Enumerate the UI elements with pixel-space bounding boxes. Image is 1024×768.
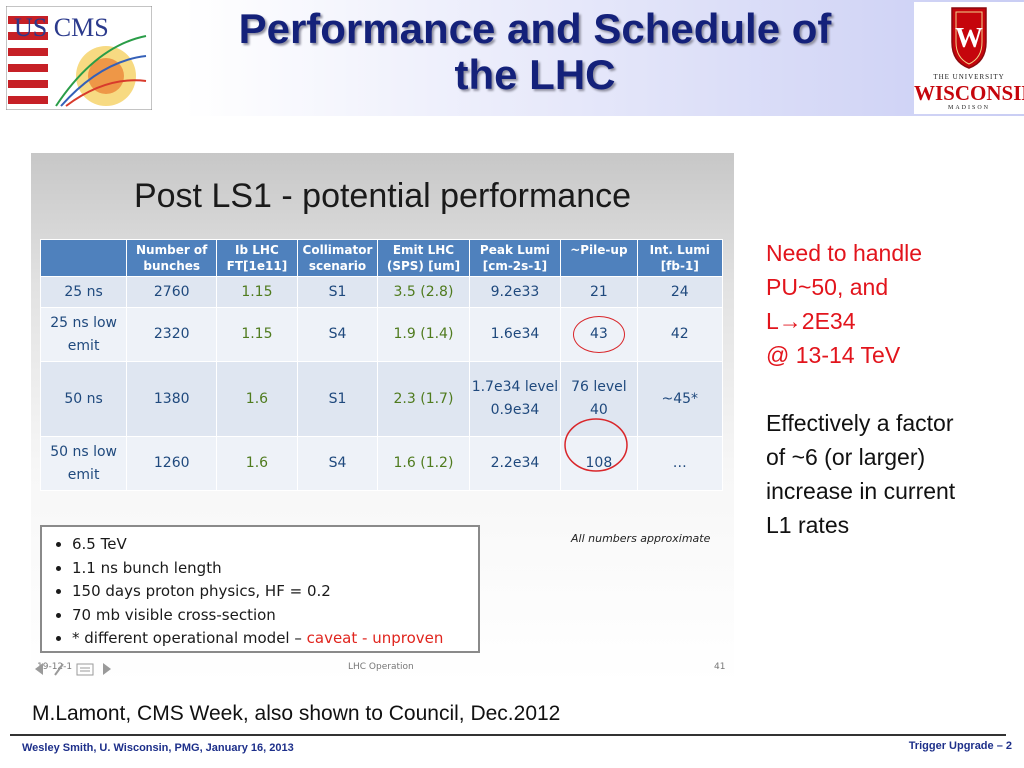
bullet-item: 1.1 ns bunch length bbox=[72, 557, 478, 581]
table-cell: 1.15 bbox=[216, 307, 298, 362]
uw-logo-line3: MADISON bbox=[947, 105, 990, 111]
uscms-logo-text: US CMS bbox=[14, 13, 109, 42]
pileup-highlight-circle: 43 bbox=[572, 316, 625, 353]
table-row: 25 ns low emit 2320 1.15 S4 1.9 (1.4) 1.… bbox=[39, 307, 723, 362]
table-cell: 2.3 (1.7) bbox=[377, 361, 470, 437]
next-arrow-icon[interactable] bbox=[103, 663, 111, 675]
bullet-item: 150 days proton physics, HF = 0.2 bbox=[72, 580, 478, 604]
bullet-item: 70 mb visible cross-section bbox=[72, 604, 478, 628]
table-cell: ~45* bbox=[636, 361, 723, 437]
table-header-cell: Collimator scenario bbox=[296, 239, 379, 277]
side-note-line: @ 13-14 TeV bbox=[766, 342, 901, 368]
table-cell: 21 bbox=[560, 276, 638, 308]
side-note-text: 2E34 bbox=[801, 308, 856, 334]
embedded-footer-center: LHC Operation bbox=[348, 662, 414, 672]
table-row: 50 ns 1380 1.6 S1 2.3 (1.7) 1.7e34 level… bbox=[39, 361, 723, 437]
embedded-slide: Post LS1 - potential performance Number … bbox=[31, 153, 734, 685]
right-arrow-icon: → bbox=[778, 308, 802, 334]
table-header-row: Number of bunches Ib LHC FT[1e11] Collim… bbox=[39, 239, 723, 277]
footer-divider bbox=[10, 734, 1006, 736]
approximate-note: All numbers approximate bbox=[571, 532, 711, 545]
uscms-logo: US CMS bbox=[5, 5, 153, 111]
table-row: 25 ns 2760 1.15 S1 3.5 (2.8) 9.2e33 21 2… bbox=[39, 276, 723, 308]
bullet-item: 6.5 TeV bbox=[72, 533, 478, 557]
table-header-cell: Ib LHC FT[1e11] bbox=[216, 239, 298, 277]
table-cell: S4 bbox=[296, 307, 379, 362]
table-cell: 24 bbox=[636, 276, 723, 308]
side-note-line: L→2E34 bbox=[766, 304, 922, 338]
table-cell: S4 bbox=[296, 436, 379, 491]
side-note-need: Need to handle PU~50, and L→2E34 @ 13-14… bbox=[766, 236, 922, 372]
embedded-footer-date: 19-12-1 bbox=[37, 662, 73, 672]
table-cell: 1.15 bbox=[216, 276, 298, 308]
performance-table: Number of bunches Ib LHC FT[1e11] Collim… bbox=[39, 239, 723, 491]
table-cell: 42 bbox=[636, 307, 723, 362]
side-note-line: increase in current bbox=[766, 478, 956, 504]
table-row: 50 ns low emit 1260 1.6 S4 1.6 (1.2) 2.2… bbox=[39, 436, 723, 491]
table-cell: S1 bbox=[296, 276, 379, 308]
side-note-line: of ~6 (or larger) bbox=[766, 444, 926, 470]
pileup-level-highlight bbox=[564, 418, 628, 472]
table-cell: 2320 bbox=[126, 307, 218, 362]
side-note-line: PU~50, and bbox=[766, 274, 889, 300]
embedded-footer-page: 41 bbox=[714, 662, 726, 672]
table-cell: 3.5 (2.8) bbox=[377, 276, 470, 308]
assumptions-box: 6.5 TeV 1.1 ns bunch length 150 days pro… bbox=[40, 525, 480, 653]
side-note-factor: Effectively a factor of ~6 (or larger) i… bbox=[766, 406, 955, 542]
embedded-slide-title: Post LS1 - potential performance bbox=[133, 177, 632, 215]
footer-page-label: Trigger Upgrade – 2 bbox=[908, 740, 1012, 752]
bullet-text: * different operational model – bbox=[72, 629, 307, 647]
caveat-text: caveat - unproven bbox=[306, 629, 444, 647]
menu-icon[interactable] bbox=[76, 663, 94, 676]
svg-text:W: W bbox=[955, 23, 983, 54]
footer-author: Wesley Smith, U. Wisconsin, PMG, January… bbox=[22, 742, 294, 754]
table-cell: 50 ns low emit bbox=[39, 436, 128, 491]
table-cell: 76 level 40 bbox=[560, 361, 638, 437]
table-cell: 50 ns bbox=[39, 361, 128, 437]
embedded-slide-footer: 19-12-1 LHC Operation 41 bbox=[31, 659, 734, 679]
table-cell: 1.9 (1.4) bbox=[377, 307, 470, 362]
pen-icon[interactable] bbox=[54, 663, 64, 676]
table-header-cell: Emit LHC (SPS) [um] bbox=[377, 239, 470, 277]
table-cell: 9.2e33 bbox=[468, 276, 562, 308]
table-cell: S1 bbox=[296, 361, 379, 437]
table-cell: 1260 bbox=[126, 436, 218, 491]
table-cell: 25 ns low emit bbox=[39, 307, 128, 362]
side-note-line: Effectively a factor bbox=[766, 410, 954, 436]
table-cell: 2760 bbox=[126, 276, 218, 308]
table-cell: 1.6 (1.2) bbox=[377, 436, 470, 491]
citation: M.Lamont, CMS Week, also shown to Counci… bbox=[32, 702, 561, 725]
table-cell: 1.6 bbox=[216, 361, 298, 437]
table-header-cell: Number of bunches bbox=[126, 239, 218, 277]
table-header-cell: Int. Lumi [fb-1] bbox=[636, 239, 723, 277]
table-cell: 1.6e34 bbox=[468, 307, 562, 362]
table-header-cell: ~Pile-up bbox=[560, 239, 638, 277]
uw-logo-line1: THE UNIVERSITY bbox=[933, 73, 1005, 81]
pileup-highlight-circle: 76 level 40 bbox=[571, 379, 627, 418]
previous-arrow-icon[interactable] bbox=[35, 663, 43, 675]
side-note-line: L1 rates bbox=[766, 512, 850, 538]
table-cell: … bbox=[636, 436, 723, 491]
table-cell: 1380 bbox=[126, 361, 218, 437]
table-header-cell bbox=[39, 239, 128, 277]
header-band bbox=[0, 0, 1024, 116]
table-cell: 2.2e34 bbox=[468, 436, 562, 491]
page-title-line1: Performance and Schedule of bbox=[238, 5, 832, 52]
bullet-item: * different operational model – caveat -… bbox=[72, 627, 478, 651]
page-title: Performance and Schedule of the LHC bbox=[160, 6, 910, 98]
side-note-line: Need to handle bbox=[766, 240, 923, 266]
table-cell: 43 bbox=[560, 307, 638, 362]
uw-madison-logo: W THE UNIVERSITY WISCONSIN MADISON bbox=[914, 2, 1024, 114]
page-title-line2: the LHC bbox=[454, 51, 616, 98]
table-cell: 1.7e34 level 0.9e34 bbox=[468, 361, 562, 437]
table-cell: 25 ns bbox=[39, 276, 128, 308]
slide-nav-icons[interactable] bbox=[33, 660, 115, 678]
table-header-cell: Peak Lumi [cm-2s-1] bbox=[468, 239, 562, 277]
table-cell: 1.6 bbox=[216, 436, 298, 491]
uw-logo-line2: WISCONSIN bbox=[914, 81, 1024, 105]
side-note-text: L bbox=[766, 308, 779, 334]
